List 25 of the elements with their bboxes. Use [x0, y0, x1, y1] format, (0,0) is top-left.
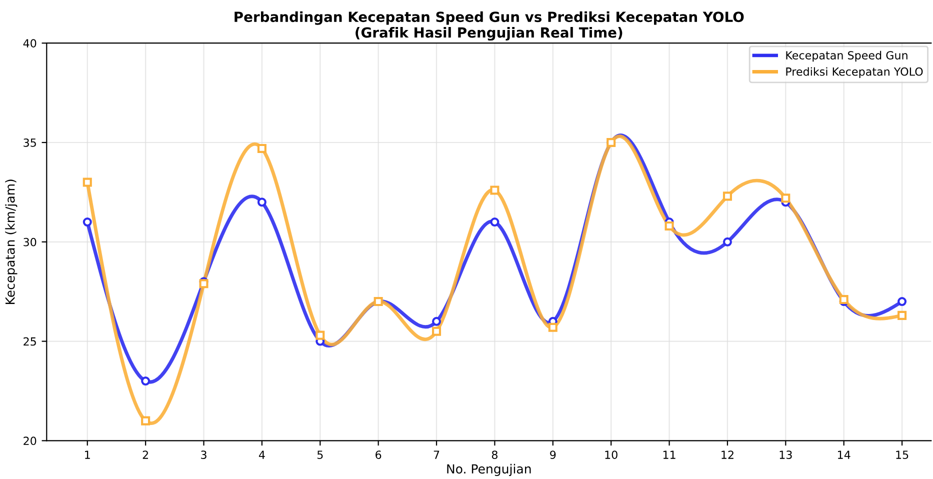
x-tick-label: 1: [85, 450, 90, 459]
y-tick-label: 40: [23, 39, 36, 48]
chart-title: Perbandingan Kecepatan Speed Gun vs Prediksi Kecepatan YOLO (Grafik Hasil Pengujian Real Time): [234, 11, 744, 41]
x-tick-label: 4: [258, 450, 265, 459]
legend-label: Prediksi Kecepatan YOLO: [786, 67, 923, 78]
x-tick-label: 9: [550, 450, 556, 460]
x-tick-label: 8: [492, 450, 498, 460]
x-tick-label: 7: [434, 450, 440, 459]
y-axis-title: Kecepatan (km/jam): [5, 180, 18, 304]
x-tick-label: 3: [201, 450, 206, 460]
x-axis-title: No. Pengujian: [447, 464, 531, 476]
x-tick-label: 15: [896, 450, 908, 460]
x-tick-label: 12: [722, 450, 734, 459]
x-tick-label: 2: [142, 450, 148, 459]
x-tick-label: 14: [838, 450, 850, 459]
y-tick-label: 35: [24, 138, 36, 147]
x-tick-label: 13: [780, 450, 792, 460]
y-tick-label: 30: [24, 238, 36, 246]
x-tick-label: 6: [376, 450, 382, 460]
legend-label: Kecepatan Speed Gun: [786, 50, 908, 62]
x-tick-label: 5: [317, 450, 323, 460]
x-tick-label: 10: [605, 450, 618, 460]
x-tick-label: 11: [663, 450, 676, 459]
y-tick-label: 20: [24, 436, 36, 446]
y-tick-label: 25: [24, 337, 36, 346]
